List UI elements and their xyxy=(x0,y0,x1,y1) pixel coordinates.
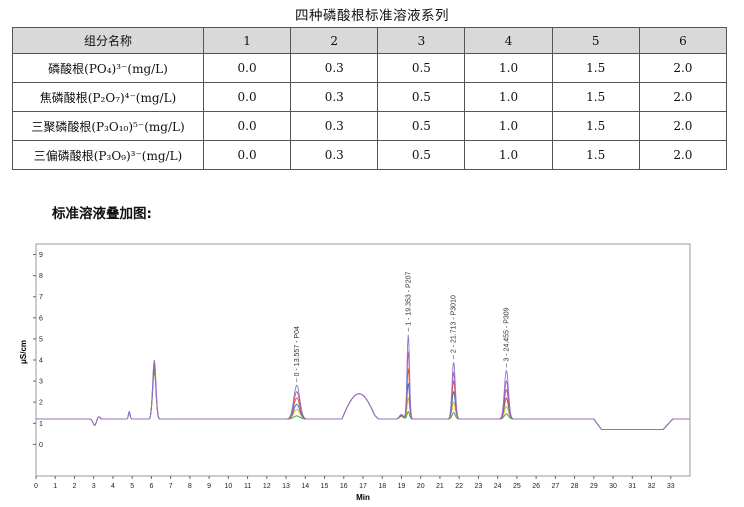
y-tick-label: 4 xyxy=(39,358,43,365)
x-tick-label: 27 xyxy=(551,483,559,490)
table-cell: 0.5 xyxy=(377,140,466,170)
header-level-1: 1 xyxy=(202,27,292,54)
y-tick-label: 6 xyxy=(39,315,43,322)
table-cell: 0.3 xyxy=(290,82,379,112)
table-cell: 0.5 xyxy=(377,53,466,83)
table-cell: 1.5 xyxy=(551,140,640,170)
table-cell: 0.3 xyxy=(290,111,379,141)
x-tick-label: 4 xyxy=(111,483,115,490)
table-cell: 2.0 xyxy=(638,82,728,112)
peak-label: 2 - 21.713 - P3010 xyxy=(451,295,458,353)
table-cell: 0.5 xyxy=(377,111,466,141)
x-axis-label: Min xyxy=(356,493,370,502)
x-tick-label: 32 xyxy=(648,483,656,490)
x-tick-label: 24 xyxy=(494,483,502,490)
header-level-2: 2 xyxy=(290,27,379,54)
table-row: 三聚磷酸根(P₃O₁₀)⁵⁻(mg/L) 0.0 0.3 0.5 1.0 1.5… xyxy=(12,111,728,141)
series-line-2.0 xyxy=(36,334,690,431)
y-tick-label: 7 xyxy=(39,294,43,301)
x-tick-label: 28 xyxy=(571,483,579,490)
x-tick-label: 13 xyxy=(282,483,290,490)
header-level-5: 5 xyxy=(551,27,640,54)
x-tick-label: 20 xyxy=(417,483,425,490)
table-cell: 1.0 xyxy=(464,111,553,141)
x-tick-label: 2 xyxy=(73,483,77,490)
table-cell: 0.0 xyxy=(202,140,292,170)
peak-label: 0 - 13.557 - P04 xyxy=(294,326,301,376)
table-cell: 2.0 xyxy=(638,111,728,141)
plot-frame xyxy=(35,243,691,477)
x-tick-label: 3 xyxy=(92,483,96,490)
x-tick-label: 10 xyxy=(224,483,232,490)
x-tick-label: 33 xyxy=(667,483,675,490)
x-tick-label: 5 xyxy=(130,483,134,490)
x-tick-label: 18 xyxy=(378,483,386,490)
table-cell: 1.0 xyxy=(464,140,553,170)
chromatogram-overlay-chart: 0 1 2 3 4 5 6 7 8 9 10 11 12 13 14 15 16 17 18 19 20 21 22 23 24… xyxy=(19,243,691,502)
header-level-6: 6 xyxy=(638,27,728,54)
x-tick-label: 22 xyxy=(455,483,463,490)
component-name: 焦磷酸根(P₂O₇)⁴⁻(mg/L) xyxy=(12,82,204,112)
header-level-4: 4 xyxy=(464,27,553,54)
y-tick-label: 2 xyxy=(39,400,43,407)
x-tick-label: 19 xyxy=(398,483,406,490)
x-tick-label: 30 xyxy=(609,483,617,490)
section-heading: 标准溶液叠加图: xyxy=(52,206,152,222)
table-cell: 0.0 xyxy=(202,111,292,141)
peak-label: 3 - 24.455 - P309 xyxy=(503,307,510,361)
y-tick-label: 0 xyxy=(39,442,43,449)
table-cell: 0.0 xyxy=(202,82,292,112)
table-cell: 0.3 xyxy=(290,140,379,170)
table-cell: 1.5 xyxy=(551,111,640,141)
table-cell: 0.3 xyxy=(290,53,379,83)
y-tick-label: 3 xyxy=(39,379,43,386)
component-name: 三偏磷酸根(P₃O₉)³⁻(mg/L) xyxy=(12,140,204,170)
y-tick-label: 5 xyxy=(39,336,43,343)
header-level-3: 3 xyxy=(377,27,466,54)
table-cell: 1.5 xyxy=(551,53,640,83)
y-tick-label: 9 xyxy=(39,252,43,259)
x-tick-label: 26 xyxy=(532,483,540,490)
x-tick-label: 21 xyxy=(436,483,444,490)
x-tick-label: 7 xyxy=(169,483,173,490)
table-title: 四种磷酸根标准溶液系列 xyxy=(295,8,449,24)
y-tick-label: 1 xyxy=(39,421,43,428)
table-row: 三偏磷酸根(P₃O₉)³⁻(mg/L) 0.0 0.3 0.5 1.0 1.5 … xyxy=(12,140,728,170)
table-cell: 1.5 xyxy=(551,82,640,112)
component-name: 磷酸根(PO₄)³⁻(mg/L) xyxy=(12,53,204,83)
peak-label: 1 - 19.353 - P207 xyxy=(405,271,412,325)
table-row: 磷酸根(PO₄)³⁻(mg/L) 0.0 0.3 0.5 1.0 1.5 2.0 xyxy=(12,53,728,83)
x-tick-label: 31 xyxy=(628,483,636,490)
table-cell: 1.0 xyxy=(464,82,553,112)
header-component-name: 组分名称 xyxy=(12,27,204,54)
x-tick-label: 14 xyxy=(301,483,309,490)
table-cell: 1.0 xyxy=(464,53,553,83)
table-cell: 0.5 xyxy=(377,82,466,112)
standard-solution-table: 组分名称 1 2 3 4 5 6 磷酸根(PO₄)³⁻(mg/L) 0.0 0.… xyxy=(12,27,728,170)
x-tick-label: 6 xyxy=(149,483,153,490)
table-cell: 0.0 xyxy=(202,53,292,83)
x-tick-label: 16 xyxy=(340,483,348,490)
x-tick-label: 23 xyxy=(475,483,483,490)
x-tick-label: 12 xyxy=(263,483,271,490)
x-tick-label: 8 xyxy=(188,483,192,490)
component-name: 三聚磷酸根(P₃O₁₀)⁵⁻(mg/L) xyxy=(12,111,204,141)
x-tick-label: 11 xyxy=(244,483,251,490)
y-axis-label: μS/cm xyxy=(19,340,28,364)
table-cell: 2.0 xyxy=(638,140,728,170)
table-row: 焦磷酸根(P₂O₇)⁴⁻(mg/L) 0.0 0.3 0.5 1.0 1.5 2… xyxy=(12,82,728,112)
x-tick-label: 29 xyxy=(590,483,598,490)
x-tick-label: 9 xyxy=(207,483,211,490)
table-header-row: 组分名称 1 2 3 4 5 6 xyxy=(12,27,728,54)
x-tick-label: 25 xyxy=(513,483,521,490)
x-tick-label: 17 xyxy=(359,483,367,490)
y-tick-label: 8 xyxy=(39,273,43,280)
x-tick-label: 15 xyxy=(321,483,329,490)
table-cell: 2.0 xyxy=(638,53,728,83)
x-tick-label: 1 xyxy=(53,483,57,490)
x-tick-label: 0 xyxy=(34,483,38,490)
